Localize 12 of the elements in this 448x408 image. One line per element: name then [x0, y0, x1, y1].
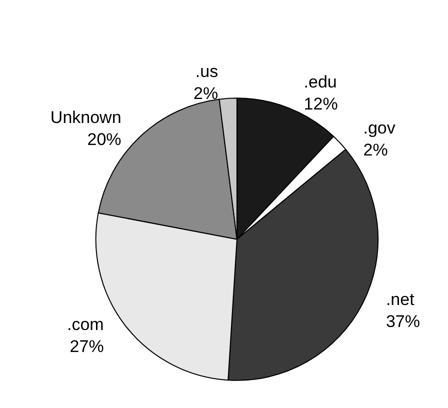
- data-label: 12%: [304, 94, 338, 114]
- data-label: 20%: [87, 130, 122, 149]
- slice-label: Unknown: [50, 108, 122, 127]
- slice-label: .gov: [363, 118, 396, 138]
- data-label: 37%: [386, 312, 420, 332]
- data-label: 27%: [70, 337, 104, 356]
- slice-label: .us: [195, 62, 218, 81]
- slice-label: .net: [386, 290, 415, 310]
- data-label: 2%: [194, 84, 218, 103]
- data-label: 2%: [363, 140, 388, 160]
- slice-label: .com: [66, 315, 104, 334]
- slice-label: .edu: [304, 72, 337, 92]
